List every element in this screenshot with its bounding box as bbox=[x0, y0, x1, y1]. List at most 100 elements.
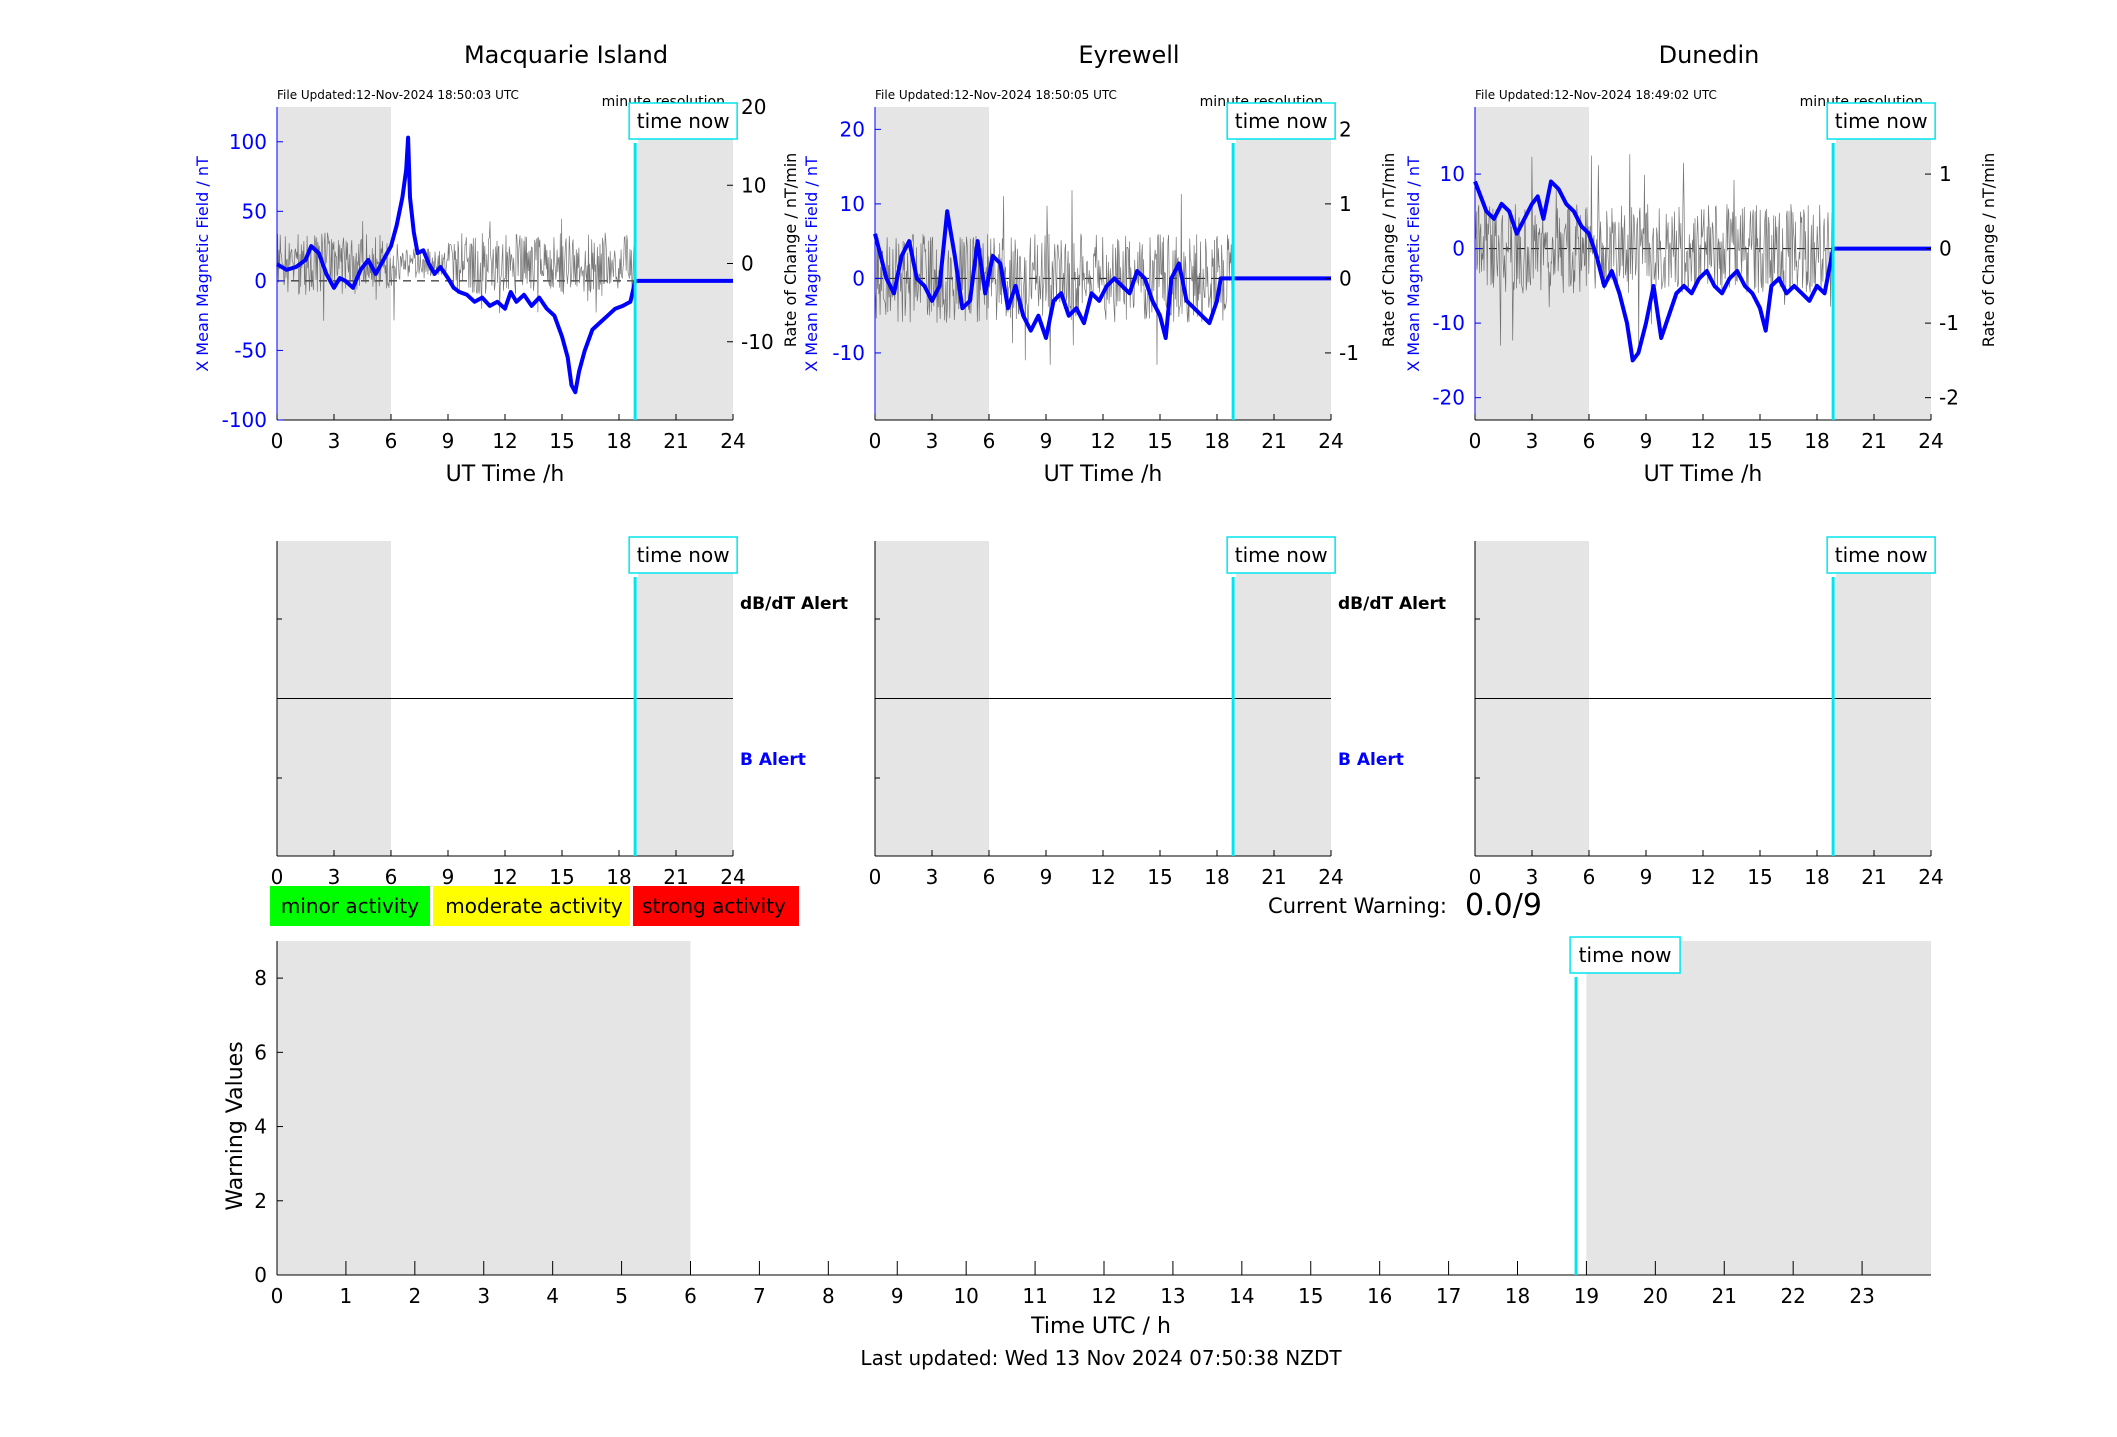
x-tick-label-a2: 3 bbox=[926, 865, 939, 889]
x-tick-label-a1: 24 bbox=[720, 865, 745, 889]
y-tick-label-right-p3: -2 bbox=[1939, 386, 1959, 410]
legend-moderate-label: moderate activity bbox=[445, 894, 623, 918]
time-now-label-p1: time now bbox=[637, 109, 730, 133]
y-tick-label-left-p2: 20 bbox=[840, 117, 865, 141]
y-tick-label-right-p2: 2 bbox=[1339, 117, 1352, 141]
x-tick-label-p2: 0 bbox=[869, 429, 882, 453]
warning-y-tick-label: 0 bbox=[254, 1263, 267, 1287]
dbdt-alert-label-2: dB/dT Alert bbox=[1338, 594, 1446, 614]
x-tick-label-a3: 0 bbox=[1469, 865, 1482, 889]
warning-x-tick-label: 16 bbox=[1367, 1284, 1392, 1308]
y-tick-label-left-p1: 0 bbox=[254, 269, 267, 293]
current-warning-value: 0.0/9 bbox=[1465, 888, 1542, 923]
x-tick-label-p2: 9 bbox=[1040, 429, 1053, 453]
time-now-label-a2: time now bbox=[1235, 543, 1328, 567]
y-tick-label-left-p1: 100 bbox=[229, 130, 267, 154]
warning-xlabel: Time UTC / h bbox=[1030, 1314, 1171, 1339]
warning-y-tick-label: 2 bbox=[254, 1189, 267, 1213]
warning-y-tick-label: 8 bbox=[254, 966, 267, 990]
y-tick-label-right-p2: -1 bbox=[1339, 341, 1359, 365]
warning-y-tick-label: 6 bbox=[254, 1040, 267, 1064]
x-tick-label-a2: 6 bbox=[983, 865, 996, 889]
x-tick-label-a2: 12 bbox=[1090, 865, 1115, 889]
y-tick-label-left-p3: -10 bbox=[1432, 311, 1465, 335]
shaded-region-w-0 bbox=[277, 941, 691, 1275]
x-tick-label-a3: 21 bbox=[1861, 865, 1886, 889]
x-tick-label-a3: 18 bbox=[1804, 865, 1829, 889]
rate-of-change-line-p1 bbox=[276, 218, 636, 321]
activity-legend: minor activity moderate activity strong … bbox=[270, 886, 799, 926]
x-tick-label-a1: 12 bbox=[492, 865, 517, 889]
time-now-label-p3: time now bbox=[1835, 109, 1928, 133]
shaded-region-p3-1 bbox=[1836, 107, 1931, 420]
magnetic-field-line-p3 bbox=[1473, 179, 1931, 363]
warning-y-tick-label: 4 bbox=[254, 1115, 267, 1139]
x-tick-label-p2: 18 bbox=[1204, 429, 1229, 453]
x-tick-label-p3: 18 bbox=[1804, 429, 1829, 453]
warning-x-tick-label: 9 bbox=[891, 1284, 904, 1308]
x-tick-label-a1: 3 bbox=[328, 865, 341, 889]
warning-x-tick-label: 20 bbox=[1643, 1284, 1668, 1308]
dbdt-alert-label-1: dB/dT Alert bbox=[740, 594, 848, 614]
y-tick-label-left-p3: 0 bbox=[1452, 237, 1465, 261]
current-warning-label: Current Warning: bbox=[1268, 894, 1447, 918]
warning-x-tick-label: 12 bbox=[1091, 1284, 1116, 1308]
ylabel-left-dunedin: X Mean Magnetic Field / nT bbox=[1404, 156, 1423, 372]
file-updated-macquarie: File Updated:12-Nov-2024 18:50:03 UTC bbox=[277, 88, 519, 102]
warning-x-tick-label: 4 bbox=[546, 1284, 559, 1308]
x-tick-label-p1: 21 bbox=[663, 429, 688, 453]
y-tick-label-left-p1: 50 bbox=[242, 199, 267, 223]
x-tick-label-a1: 6 bbox=[385, 865, 398, 889]
warning-x-tick-label: 14 bbox=[1229, 1284, 1254, 1308]
x-tick-label-p3: 9 bbox=[1640, 429, 1653, 453]
shaded-region-w-1 bbox=[1586, 941, 1931, 1275]
x-tick-label-a2: 0 bbox=[869, 865, 882, 889]
station-title-macquarie: Macquarie Island bbox=[464, 41, 668, 69]
x-tick-label-p1: 9 bbox=[442, 429, 455, 453]
y-tick-label-left-p2: 10 bbox=[840, 192, 865, 216]
x-tick-label-p3: 6 bbox=[1583, 429, 1596, 453]
x-tick-label-p2: 3 bbox=[926, 429, 939, 453]
xlabel-dunedin: UT Time /h bbox=[1644, 462, 1763, 487]
x-tick-label-p3: 24 bbox=[1918, 429, 1943, 453]
x-tick-label-p3: 12 bbox=[1690, 429, 1715, 453]
shaded-region-p2-1 bbox=[1236, 107, 1331, 420]
x-tick-label-p1: 18 bbox=[606, 429, 631, 453]
x-tick-label-a2: 15 bbox=[1147, 865, 1172, 889]
y-tick-label-right-p1: 10 bbox=[741, 173, 766, 197]
time-now-box-a2 bbox=[1226, 536, 1336, 574]
x-tick-label-a2: 21 bbox=[1261, 865, 1286, 889]
ylabel-right-dunedin: Rate of Change / nT/min bbox=[1979, 153, 1998, 348]
warning-x-tick-label: 13 bbox=[1160, 1284, 1185, 1308]
x-tick-label-a2: 18 bbox=[1204, 865, 1229, 889]
warning-x-tick-label: 18 bbox=[1505, 1284, 1530, 1308]
y-tick-label-right-p3: 0 bbox=[1939, 237, 1952, 261]
time-now-box-a3 bbox=[1826, 536, 1936, 574]
time-now-box-p3 bbox=[1826, 102, 1936, 140]
y-tick-label-left-p3: -20 bbox=[1432, 386, 1465, 410]
y-tick-label-left-p1: -100 bbox=[222, 408, 267, 432]
warning-x-tick-label: 17 bbox=[1436, 1284, 1461, 1308]
x-tick-label-p1: 6 bbox=[385, 429, 398, 453]
y-tick-label-right-p2: 0 bbox=[1339, 266, 1352, 290]
warning-x-tick-label: 3 bbox=[477, 1284, 490, 1308]
legend-strong-swatch bbox=[633, 886, 799, 926]
legend-moderate-swatch bbox=[433, 886, 630, 926]
x-tick-label-a1: 15 bbox=[549, 865, 574, 889]
time-now-box-p1 bbox=[628, 102, 738, 140]
y-tick-label-right-p1: 20 bbox=[741, 95, 766, 119]
x-tick-label-p2: 15 bbox=[1147, 429, 1172, 453]
y-tick-label-right-p1: 0 bbox=[741, 252, 754, 276]
y-tick-label-right-p3: -1 bbox=[1939, 311, 1959, 335]
last-updated: Last updated: Wed 13 Nov 2024 07:50:38 N… bbox=[860, 1346, 1342, 1370]
warning-ylabel: Warning Values bbox=[223, 1041, 248, 1210]
warning-x-tick-label: 23 bbox=[1849, 1284, 1874, 1308]
x-tick-label-p1: 12 bbox=[492, 429, 517, 453]
y-tick-label-right-p1: -10 bbox=[741, 330, 774, 354]
x-tick-label-a2: 24 bbox=[1318, 865, 1343, 889]
time-now-box-w bbox=[1569, 936, 1681, 974]
xlabel-macquarie: UT Time /h bbox=[446, 462, 565, 487]
warning-x-tick-label: 19 bbox=[1574, 1284, 1599, 1308]
